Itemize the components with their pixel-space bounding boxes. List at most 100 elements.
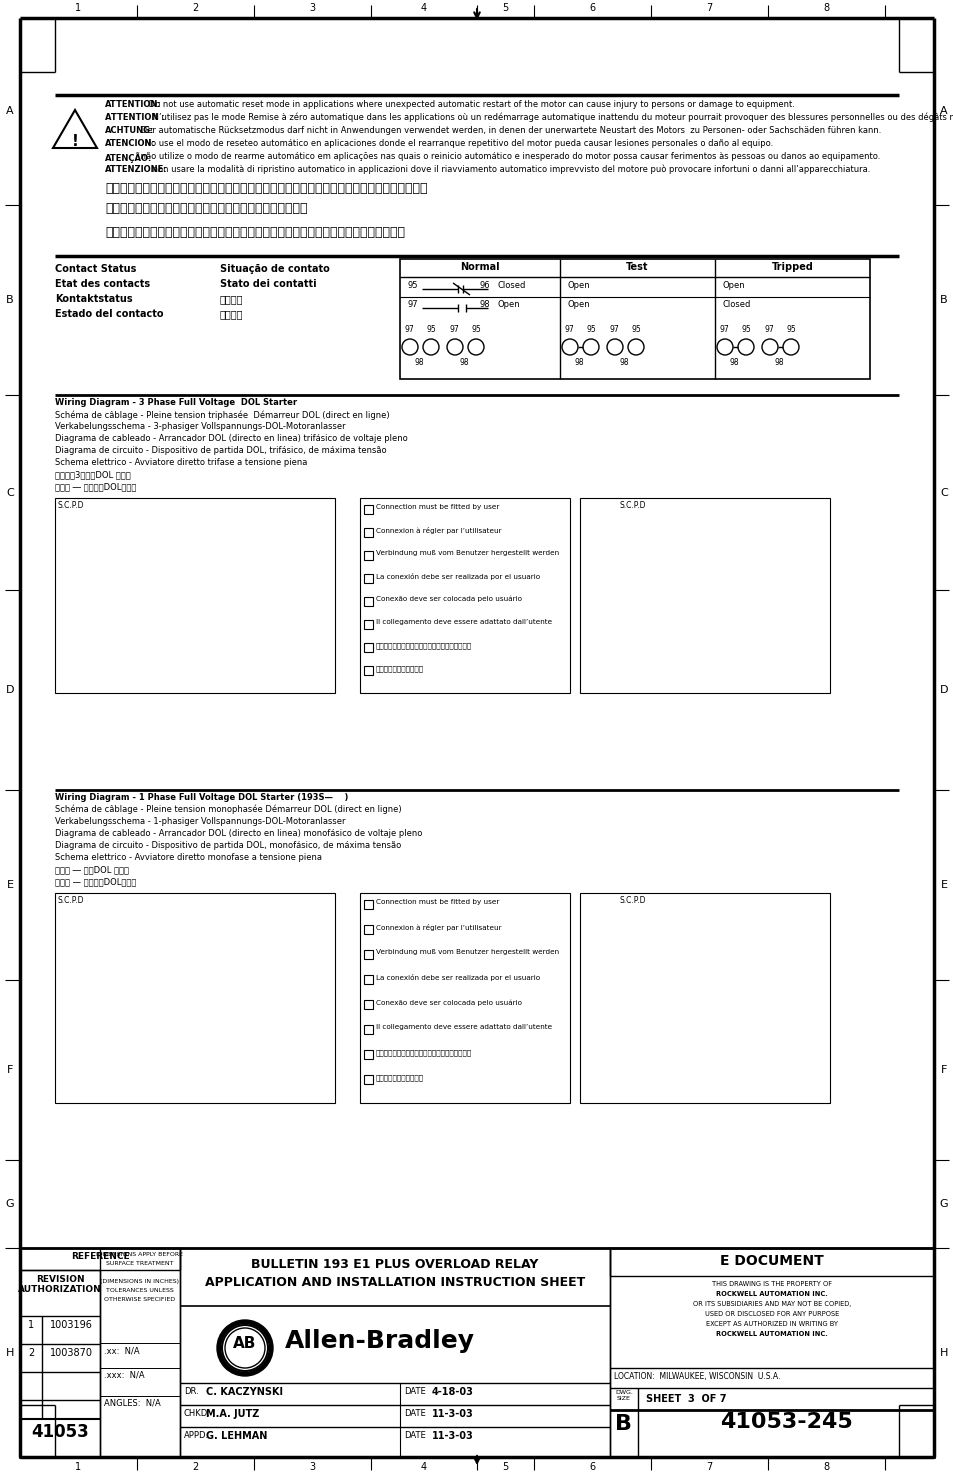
Bar — [364, 620, 373, 628]
Bar — [579, 892, 829, 1103]
Text: TOLERANCES UNLESS: TOLERANCES UNLESS — [106, 1288, 173, 1294]
Text: D: D — [939, 684, 947, 695]
Text: D: D — [6, 684, 14, 695]
Bar — [364, 667, 373, 676]
Text: 96: 96 — [479, 282, 490, 291]
Text: 41053-245: 41053-245 — [719, 1412, 851, 1432]
Text: 98: 98 — [574, 358, 583, 367]
Text: E: E — [940, 881, 946, 889]
Text: 97: 97 — [405, 324, 415, 333]
Text: 4-18-03: 4-18-03 — [432, 1386, 474, 1397]
Text: Normal: Normal — [459, 263, 499, 271]
Bar — [364, 950, 373, 959]
Text: Etat des contacts: Etat des contacts — [55, 279, 150, 289]
Text: 配線図 — 単相全電DOL起動器: 配線図 — 単相全電DOL起動器 — [55, 878, 136, 886]
Text: H: H — [939, 1348, 947, 1357]
Bar — [364, 528, 373, 537]
Text: Tripped: Tripped — [771, 263, 813, 271]
Text: Il collegamento deve essere adattato dall’utente: Il collegamento deve essere adattato dal… — [375, 1024, 552, 1030]
Text: Conexão deve ser colocada pelo usuário: Conexão deve ser colocada pelo usuário — [375, 596, 521, 602]
Text: Closed: Closed — [497, 282, 526, 291]
Text: C: C — [6, 488, 14, 497]
Text: ROCKWELL AUTOMATION INC.: ROCKWELL AUTOMATION INC. — [716, 1330, 827, 1336]
Text: DR.: DR. — [184, 1386, 198, 1395]
Text: A: A — [940, 106, 947, 117]
Bar — [609, 1248, 933, 1276]
Bar — [359, 499, 569, 693]
Text: 1003870: 1003870 — [50, 1348, 92, 1358]
Text: ROCKWELL AUTOMATION INC.: ROCKWELL AUTOMATION INC. — [716, 1291, 827, 1297]
Text: 注意：在马达意外自动再起动可能导致人伤害或设备损坏的地方，切勿使用自动复原模式。: 注意：在马达意外自动再起动可能导致人伤害或设备损坏的地方，切勿使用自动复原模式。 — [105, 226, 405, 239]
Text: Wiring Diagram - 3 Phase Full Voltage  DOL Starter: Wiring Diagram - 3 Phase Full Voltage DO… — [55, 398, 296, 407]
Text: 98: 98 — [618, 358, 628, 367]
Text: 2: 2 — [28, 1348, 34, 1358]
Bar — [364, 552, 373, 560]
Text: 1: 1 — [75, 1462, 81, 1472]
Text: Stato dei contatti: Stato dei contatti — [220, 279, 316, 289]
Text: Verbindung muß vom Benutzer hergestellt werden: Verbindung muß vom Benutzer hergestellt … — [375, 550, 558, 556]
Text: 95: 95 — [631, 324, 641, 333]
Text: DIMENSIONS APPLY BEFORE: DIMENSIONS APPLY BEFORE — [96, 1252, 183, 1257]
Text: Verbindung muß vom Benutzer hergestellt werden: Verbindung muß vom Benutzer hergestellt … — [375, 948, 558, 954]
Text: .xxx:  N/A: .xxx: N/A — [104, 1370, 145, 1381]
Text: H: H — [6, 1348, 14, 1357]
Text: E DOCUMENT: E DOCUMENT — [720, 1254, 823, 1268]
Text: Diagrama de cableado - Arrancador DOL (directo en linea) monofásico de voltaje p: Diagrama de cableado - Arrancador DOL (d… — [55, 829, 422, 838]
Text: 97: 97 — [609, 324, 619, 333]
Bar — [20, 1270, 100, 1457]
Text: Diagrama de cableado - Arrancador DOL (directo en linea) trifásico de voltaje pl: Diagrama de cableado - Arrancador DOL (d… — [55, 434, 407, 442]
Text: Test: Test — [625, 263, 648, 271]
Text: REVISION
AUTHORIZATION: REVISION AUTHORIZATION — [18, 1274, 102, 1295]
Text: DATE: DATE — [403, 1431, 425, 1440]
Text: S.C.P.D: S.C.P.D — [58, 502, 85, 510]
Text: Diagrama de circuito - Dispositivo de partida DOL, trifásico, de máxima tensão: Diagrama de circuito - Dispositivo de pa… — [55, 445, 386, 454]
Text: 97: 97 — [450, 324, 459, 333]
Text: OTHERWISE SPECIFIED: OTHERWISE SPECIFIED — [104, 1297, 175, 1302]
Text: Open: Open — [567, 299, 590, 308]
Text: ATTENTION:: ATTENTION: — [105, 100, 162, 109]
Text: Connection must be fitted by user: Connection must be fitted by user — [375, 504, 498, 510]
Text: ACHTUNG:: ACHTUNG: — [105, 125, 154, 136]
Text: 2: 2 — [193, 3, 198, 13]
Circle shape — [222, 1325, 268, 1370]
Text: ATTENTION :: ATTENTION : — [105, 114, 165, 122]
Text: Der automatische Rücksetzmodus darf nicht in Anwendungen verwendet werden, in de: Der automatische Rücksetzmodus darf nich… — [137, 125, 881, 136]
Text: APPD.: APPD. — [184, 1431, 209, 1440]
Text: S.C.P.D: S.C.P.D — [619, 895, 646, 906]
Text: Contact Status: Contact Status — [55, 264, 136, 274]
Text: 6: 6 — [589, 3, 595, 13]
Text: Allen-Bradley: Allen-Bradley — [285, 1329, 475, 1353]
Text: Closed: Closed — [722, 299, 751, 308]
Text: La conexión debe ser realizada por el usuario: La conexión debe ser realizada por el us… — [375, 572, 539, 580]
Text: Open: Open — [567, 282, 590, 291]
Text: 5: 5 — [502, 3, 508, 13]
Text: Schema elettrico - Avviatore diretto monofase a tensione piena: Schema elettrico - Avviatore diretto mon… — [55, 853, 322, 861]
Text: SHEET  3  OF 7: SHEET 3 OF 7 — [645, 1394, 726, 1404]
Text: CHKD.: CHKD. — [184, 1409, 211, 1417]
Bar — [364, 574, 373, 583]
Text: Schéma de câblage - Pleine tension triphasée  Démarreur DOL (direct en ligne): Schéma de câblage - Pleine tension triph… — [55, 410, 389, 419]
Text: 95: 95 — [786, 324, 796, 333]
Text: 接続はユーザー一側で取り付けるものとします。: 接続はユーザー一側で取り付けるものとします。 — [375, 642, 472, 649]
Text: Diagrama de circuito - Dispositivo de partida DOL, monofásico, de máxima tensão: Diagrama de circuito - Dispositivo de pa… — [55, 841, 401, 850]
Text: 98: 98 — [414, 358, 423, 367]
Text: B: B — [940, 295, 947, 305]
Text: ATENÇÃO:: ATENÇÃO: — [105, 152, 152, 162]
Text: G: G — [6, 1199, 14, 1210]
Bar — [20, 1248, 933, 1457]
Text: 97: 97 — [764, 324, 774, 333]
Bar — [364, 597, 373, 606]
Bar — [609, 1248, 933, 1457]
Text: !: ! — [71, 134, 78, 149]
Bar — [55, 499, 335, 693]
Text: ATENCION:: ATENCION: — [105, 139, 155, 148]
Bar — [364, 643, 373, 652]
Text: 98: 98 — [774, 358, 783, 367]
Text: Wiring Diagram - 1 Phase Full Voltage DOL Starter (193S—    ): Wiring Diagram - 1 Phase Full Voltage DO… — [55, 794, 348, 802]
Text: 配線図 ― 全雾DOL 始動器: 配線図 ― 全雾DOL 始動器 — [55, 864, 129, 875]
Text: 4: 4 — [420, 3, 427, 13]
Text: ANGLES:  N/A: ANGLES: N/A — [104, 1398, 161, 1409]
Bar — [100, 1248, 180, 1457]
Text: 配線図 ― 三相全電DOL起動器: 配線図 ― 三相全電DOL起動器 — [55, 482, 136, 491]
Text: Conexão deve ser colocada pelo usuário: Conexão deve ser colocada pelo usuário — [375, 999, 521, 1006]
